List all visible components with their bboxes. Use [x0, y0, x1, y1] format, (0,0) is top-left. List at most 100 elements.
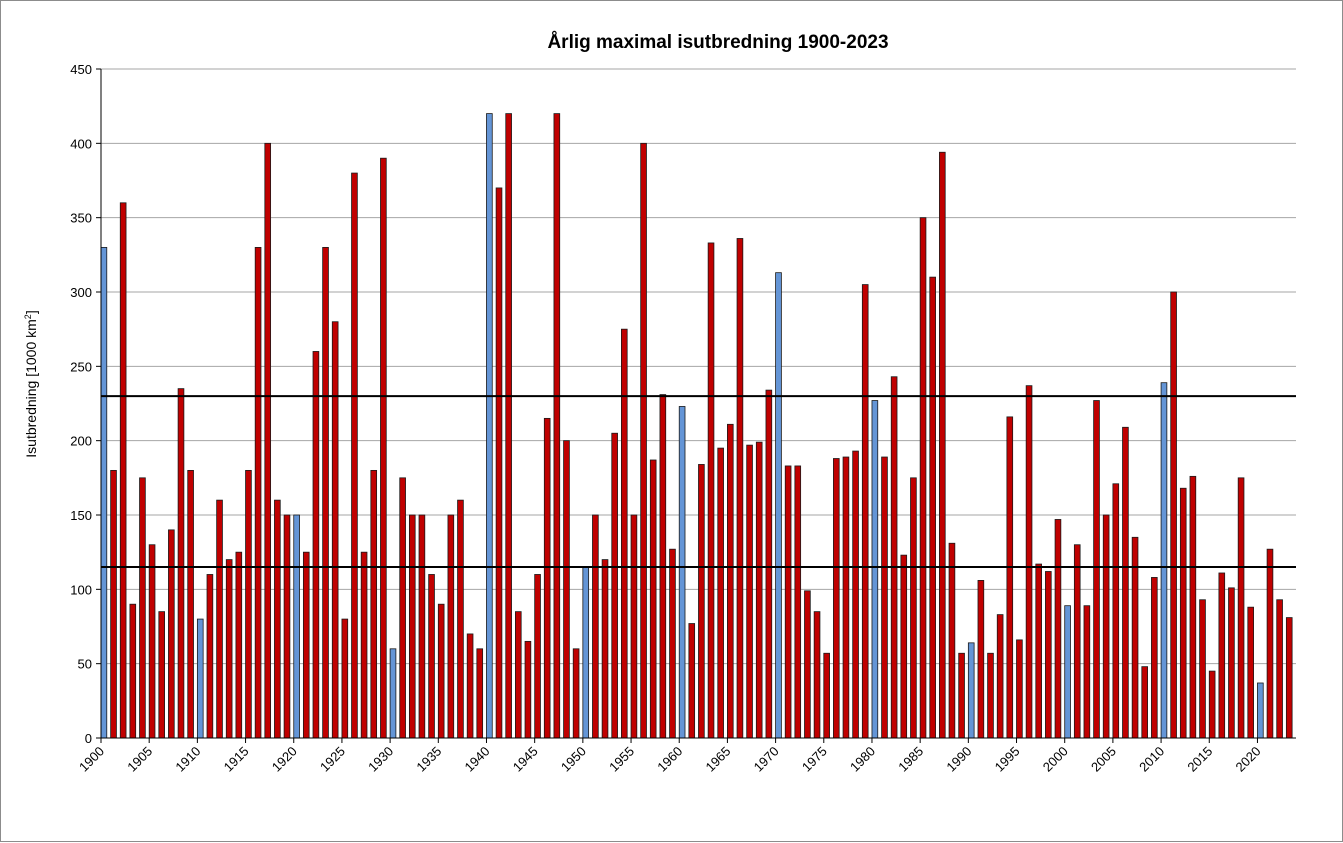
bar-1967 [746, 444, 753, 739]
bar-1993 [996, 614, 1004, 739]
bar-2004 [1102, 514, 1110, 739]
bar-1978 [852, 450, 859, 739]
bar-1960 [678, 406, 686, 739]
bar-2001 [1073, 544, 1081, 739]
bar-1995 [1016, 639, 1023, 739]
bar-1983 [900, 554, 908, 739]
bar-1944 [524, 640, 532, 739]
bar-1988 [948, 542, 956, 739]
bar-1921 [302, 551, 310, 739]
bar-1963 [707, 242, 715, 739]
bar-1966 [736, 238, 744, 739]
x-tick-label: 2005 [1088, 744, 1119, 775]
bar-2016 [1218, 572, 1226, 739]
y-tick-label: 50 [78, 657, 92, 672]
y-tick-label: 400 [70, 136, 92, 151]
bar-1946 [543, 417, 551, 739]
bar-1989 [958, 652, 965, 739]
bar-1941 [495, 187, 503, 739]
bar-2009 [1151, 577, 1158, 739]
x-tick-label: 1950 [558, 744, 589, 775]
x-tick-label: 1905 [124, 744, 155, 775]
x-tick-label: 1920 [269, 744, 300, 775]
x-tick-label: 1915 [221, 744, 252, 775]
bar-2002 [1083, 605, 1091, 739]
bar-1943 [515, 611, 522, 739]
y-tick-label: 100 [70, 582, 92, 597]
chart-title: Årlig maximal isutbredning 1900-2023 [547, 32, 888, 53]
bar-1933 [418, 514, 426, 739]
bar-2005 [1112, 483, 1120, 739]
bar-1951 [592, 514, 599, 739]
bar-2020 [1257, 682, 1264, 739]
bar-2011 [1170, 291, 1177, 739]
y-axis-label-sup: 2 [23, 314, 33, 319]
bar-1962 [698, 464, 705, 739]
bar-1906 [158, 611, 166, 739]
bar-1901 [110, 469, 117, 739]
bar-1912 [216, 499, 223, 739]
bar-2003 [1093, 400, 1100, 739]
y-tick-label: 150 [70, 508, 92, 523]
bar-1985 [919, 217, 927, 739]
bar-1990 [967, 642, 975, 739]
bar-1961 [688, 623, 696, 739]
y-tick-label: 450 [70, 62, 92, 77]
y-tick-label: 0 [85, 731, 92, 746]
x-tick-label: 1990 [943, 744, 974, 775]
x-tick-label: 1945 [510, 744, 541, 775]
bar-1935 [437, 603, 445, 739]
bar-1969 [765, 389, 773, 739]
bar-1976 [833, 458, 840, 739]
bar-1930 [389, 648, 397, 739]
bar-1938 [466, 633, 474, 739]
bar-1959 [669, 548, 676, 739]
bar-1972 [794, 465, 802, 739]
bar-1905 [148, 544, 156, 739]
x-tick-label: 1955 [606, 744, 637, 775]
bar-1932 [408, 514, 416, 739]
bar-1975 [823, 652, 830, 739]
bar-1987 [939, 151, 946, 739]
bar-1929 [380, 157, 387, 739]
bar-1991 [977, 580, 985, 739]
bar-2010 [1160, 382, 1168, 739]
x-tick-label: 2000 [1040, 744, 1071, 775]
bar-1919 [283, 514, 291, 739]
bar-1986 [929, 276, 936, 739]
bar-1956 [640, 142, 647, 739]
x-tick-label: 1995 [992, 744, 1023, 775]
bar-2000 [1064, 605, 1071, 739]
bar-1936 [447, 514, 455, 739]
x-tick-label: 1970 [751, 744, 782, 775]
bar-1904 [139, 477, 146, 739]
bar-1996 [1025, 385, 1033, 739]
bar-1934 [428, 574, 435, 739]
bar-1999 [1054, 519, 1062, 739]
bar-1928 [370, 469, 378, 739]
bar-2006 [1122, 426, 1129, 739]
x-tick-label: 1910 [172, 744, 203, 775]
bar-1924 [331, 321, 339, 739]
bar-1925 [341, 618, 349, 739]
bar-1994 [1006, 416, 1014, 739]
x-tick-label: 1960 [654, 744, 685, 775]
bar-1900 [100, 246, 108, 739]
bar-1964 [717, 447, 724, 739]
bar-2012 [1179, 487, 1187, 739]
bar-1954 [621, 328, 628, 739]
x-tick-label: 1930 [365, 744, 396, 775]
x-tick-label: 1975 [799, 744, 830, 775]
bar-1922 [312, 351, 320, 739]
bar-1907 [168, 529, 175, 739]
bar-1937 [457, 499, 464, 739]
bar-2017 [1228, 587, 1235, 739]
y-tick-labels: 0 50 100 150 200 250 300 350 400 450 [70, 62, 92, 746]
bar-1908 [177, 388, 185, 739]
bar-1997 [1035, 563, 1042, 739]
bar-2015 [1208, 670, 1216, 739]
bar-1949 [572, 648, 580, 739]
bar-1977 [842, 456, 850, 739]
bar-1914 [235, 551, 243, 739]
